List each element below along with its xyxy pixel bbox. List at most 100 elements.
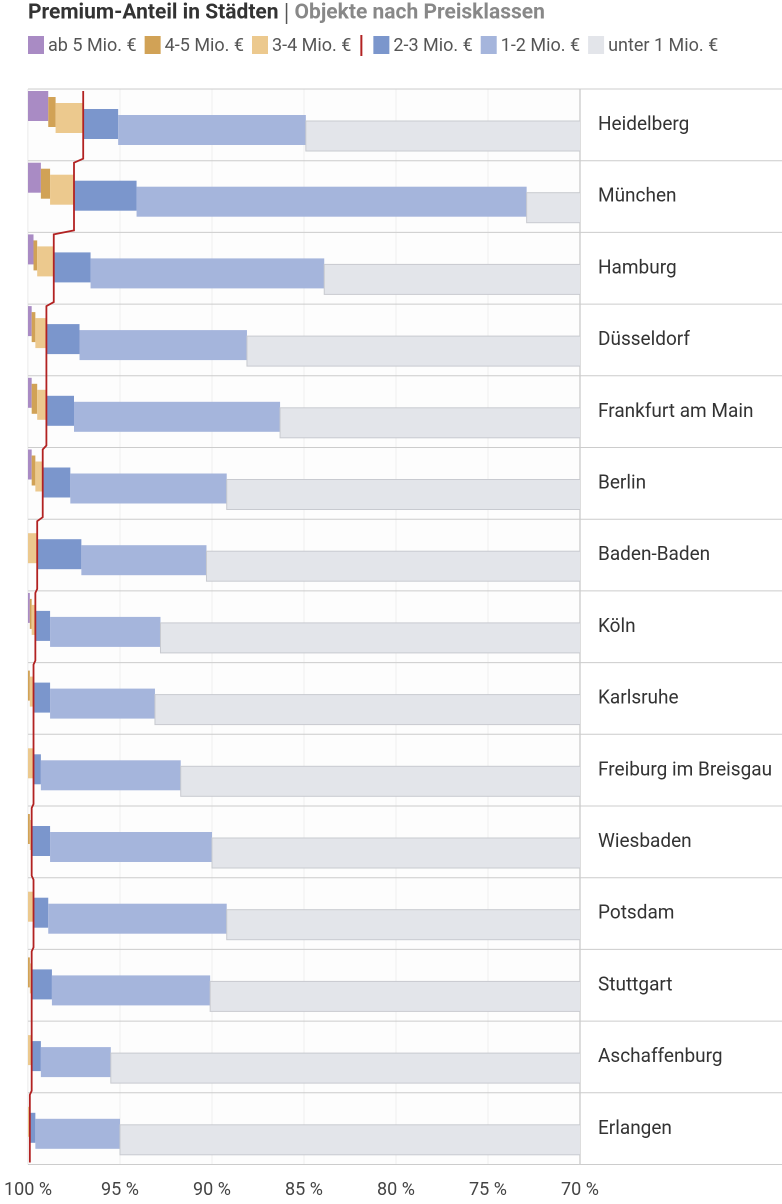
bar-segment bbox=[48, 97, 56, 127]
bar-segment bbox=[28, 234, 34, 265]
bar-segment bbox=[180, 765, 580, 797]
bar-segment bbox=[50, 832, 212, 862]
bar-segment bbox=[51, 975, 211, 1006]
category-label: Hamburg bbox=[598, 255, 677, 278]
bar-segment bbox=[37, 389, 47, 420]
bar-segment bbox=[35, 318, 47, 349]
bar-segment bbox=[28, 306, 32, 337]
bar-segment bbox=[53, 252, 91, 283]
bar-segment bbox=[29, 598, 32, 629]
bar-segment bbox=[50, 688, 155, 719]
bar-segment bbox=[28, 377, 32, 408]
legend-label: 1-2 Mio. € bbox=[501, 35, 580, 56]
x-tick-label: 75 % bbox=[469, 1179, 507, 1200]
bar-segment bbox=[28, 1035, 32, 1066]
legend-swatch bbox=[144, 36, 161, 54]
bars bbox=[28, 91, 580, 1156]
bar-segment bbox=[28, 891, 34, 922]
bar-segment bbox=[81, 545, 207, 576]
bar-segment bbox=[35, 461, 43, 492]
chart-title: Premium-Anteil in Städten bbox=[28, 1, 279, 25]
bar-segment bbox=[211, 837, 580, 869]
category-label: Potsdam bbox=[598, 901, 674, 924]
bar-segment bbox=[31, 1041, 41, 1072]
bar-segment bbox=[31, 826, 51, 856]
bar-segment bbox=[48, 903, 227, 934]
legend-label: unter 1 Mio. € bbox=[608, 35, 718, 56]
bar-segment bbox=[83, 109, 119, 139]
category-label: Köln bbox=[598, 614, 636, 637]
category-label: Karlsruhe bbox=[598, 686, 679, 709]
bar-segment bbox=[33, 897, 49, 928]
bar-segment bbox=[31, 969, 52, 1000]
bar-segment bbox=[136, 186, 527, 217]
chart-subtitle: Objekte nach Preisklassen bbox=[295, 1, 545, 25]
bar-segment bbox=[159, 622, 580, 654]
bar-segment bbox=[33, 754, 41, 785]
category-label: Aschaffenburg bbox=[598, 1044, 723, 1067]
legend-label: 3-4 Mio. € bbox=[272, 35, 351, 56]
bar-segment bbox=[279, 407, 580, 439]
category-label: Freiburg im Breisgau bbox=[598, 757, 772, 780]
legend-label: 2-3 Mio. € bbox=[393, 35, 472, 56]
category-label: Stuttgart bbox=[598, 972, 673, 995]
bar-segment bbox=[33, 682, 51, 713]
bar-segment bbox=[110, 1052, 580, 1084]
category-label: Frankfurt am Main bbox=[598, 399, 753, 422]
bar-segment bbox=[28, 449, 32, 480]
bar-segment bbox=[118, 115, 306, 145]
category-label: Düsseldorf bbox=[598, 327, 690, 350]
x-tick-label: 85 % bbox=[285, 1179, 323, 1200]
bar-segment bbox=[323, 263, 580, 295]
bar-segment bbox=[28, 533, 38, 564]
x-tick-label: 90 % bbox=[193, 1179, 231, 1200]
bar-segment bbox=[28, 814, 30, 844]
bar-segment bbox=[46, 324, 80, 355]
bar-segment bbox=[31, 312, 36, 343]
bar-segment bbox=[119, 1124, 580, 1156]
bar-segment bbox=[90, 258, 325, 289]
bar-segment bbox=[209, 980, 580, 1012]
bar-segment bbox=[29, 820, 32, 850]
x-tick-label: 100 % bbox=[4, 1179, 52, 1200]
bar-segment bbox=[29, 1112, 36, 1143]
bar-segment bbox=[28, 748, 34, 779]
legend-swatch bbox=[480, 36, 497, 54]
legend-swatch bbox=[252, 36, 268, 54]
bar-segment bbox=[55, 103, 84, 133]
x-tick-label: 80 % bbox=[377, 1179, 415, 1200]
bar-segment bbox=[70, 473, 227, 504]
category-label: München bbox=[598, 184, 677, 207]
bar-segment bbox=[226, 479, 580, 510]
bar-segment bbox=[154, 694, 580, 726]
bar-segment bbox=[46, 395, 74, 426]
bar-segment bbox=[33, 240, 38, 271]
bar-segment bbox=[226, 909, 580, 941]
category-label: Berlin bbox=[598, 471, 646, 494]
bar-segment bbox=[40, 1047, 111, 1078]
bar-segment bbox=[40, 168, 51, 199]
bar-segment bbox=[526, 192, 580, 224]
category-label: Heidelberg bbox=[598, 112, 689, 135]
bar-segment bbox=[28, 957, 30, 988]
bar-segment bbox=[28, 1106, 30, 1137]
bar-segment bbox=[74, 180, 137, 211]
legend-swatch bbox=[373, 36, 390, 54]
legend-label: ab 5 Mio. € bbox=[48, 35, 137, 56]
bar-segment bbox=[31, 383, 38, 414]
bar-segment bbox=[28, 670, 30, 701]
bar-segment bbox=[50, 174, 74, 205]
x-tick-label: 70 % bbox=[561, 1179, 599, 1200]
bar-segment bbox=[74, 401, 281, 432]
bar-segment bbox=[35, 1118, 120, 1149]
bar-segment bbox=[246, 335, 580, 367]
bar-segment bbox=[50, 616, 161, 647]
bar-segment bbox=[28, 592, 30, 623]
bar-segment bbox=[79, 330, 247, 361]
bar-segment bbox=[31, 455, 36, 486]
premium-line bbox=[28, 91, 85, 1163]
legend-swatch bbox=[28, 36, 44, 54]
bar-segment bbox=[305, 120, 580, 152]
x-tick-label: 95 % bbox=[101, 1179, 139, 1200]
